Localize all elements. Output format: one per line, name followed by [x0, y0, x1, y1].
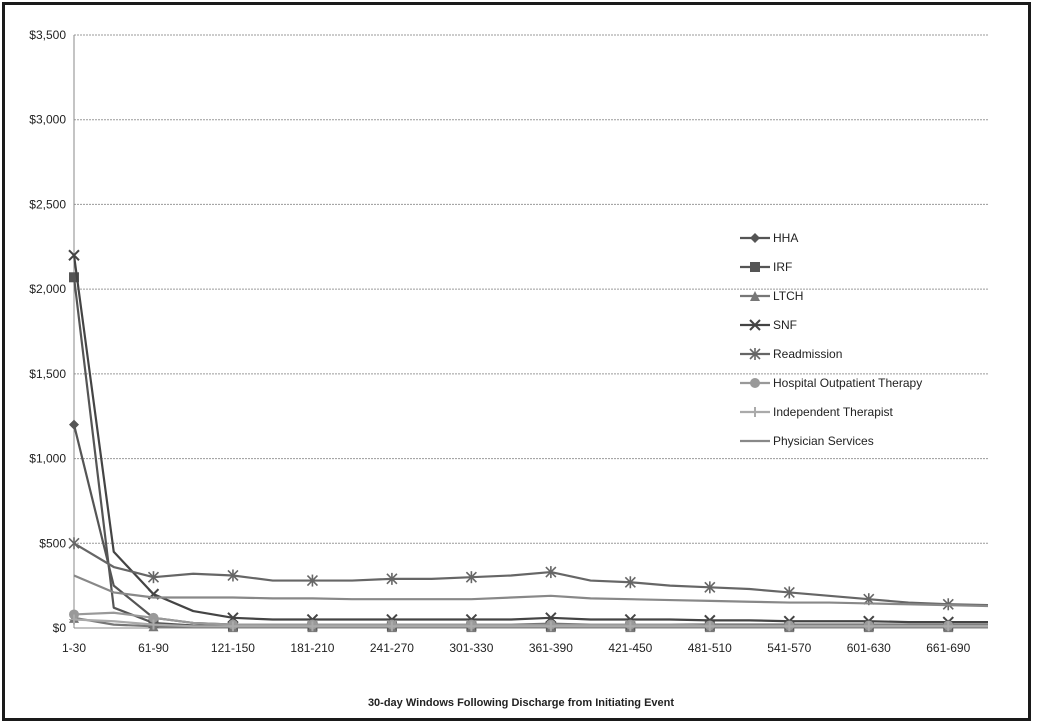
x-axis-title: 30-day Windows Following Discharge from … [368, 697, 674, 709]
legend-label: HHA [773, 231, 798, 245]
legend-marker [750, 262, 760, 272]
series-line [73, 542, 989, 607]
y-tick-label: $3,000 [29, 113, 66, 127]
x-tick-label: 421-450 [608, 641, 652, 655]
data-point [69, 609, 79, 620]
legend-item-snf: SNF [740, 318, 797, 332]
data-point [943, 621, 954, 632]
legend-label: IRF [773, 260, 792, 274]
data-point [69, 272, 79, 283]
legend-item-ltch: LTCH [740, 289, 803, 303]
series-irf [69, 272, 988, 632]
data-point [545, 621, 556, 632]
x-tick-label: 61-90 [138, 641, 169, 655]
data-point [147, 571, 160, 584]
series-lines [68, 249, 989, 633]
data-point [863, 621, 874, 632]
gridlines [74, 34, 988, 629]
y-tick-label: $2,500 [29, 197, 66, 211]
data-point [545, 566, 557, 579]
legend-marker [750, 291, 760, 301]
legend-marker [749, 319, 761, 331]
legend-item-hospital-outpatient-therapy: Hospital Outpatient Therapy [740, 376, 922, 390]
x-axis: 1-30 61-90 121-150 181-210 241-270 301-330 361… [62, 627, 988, 655]
data-point [69, 614, 79, 625]
series-line [73, 574, 989, 608]
legend-marker [750, 233, 760, 243]
y-tick-label: $1,000 [29, 452, 66, 466]
legend: HHA IRF LTCH SNF Readmission Hospital Outpati… [740, 231, 922, 448]
legend-label: LTCH [773, 289, 803, 303]
legend-label: SNF [773, 318, 797, 332]
data-point [307, 621, 318, 632]
data-point [624, 576, 636, 589]
y-tick-label: $2,000 [29, 282, 66, 296]
x-tick-label: 661-690 [926, 641, 970, 655]
data-point [704, 581, 716, 594]
data-point [227, 621, 238, 632]
x-tick-label: 1-30 [62, 641, 86, 655]
y-tick-label: $3,500 [29, 28, 66, 42]
series-physician-services [73, 574, 989, 608]
data-point [784, 621, 795, 632]
legend-marker [749, 348, 761, 360]
legend-label: Readmission [773, 347, 842, 361]
data-point [465, 571, 477, 584]
x-tick-label: 601-630 [847, 641, 891, 655]
legend-item-irf: IRF [740, 260, 792, 274]
x-tick-label: 181-210 [290, 641, 334, 655]
legend-item-physician-services: Physician Services [740, 434, 874, 448]
legend-item-readmission: Readmission [740, 347, 842, 361]
data-point [69, 419, 79, 430]
data-point [386, 572, 398, 585]
series-line [72, 255, 988, 624]
x-tick-label: 241-270 [370, 641, 414, 655]
y-tick-label: $0 [53, 621, 67, 635]
legend-item-hha: HHA [740, 231, 798, 245]
legend-item-independent-therapist: Independent Therapist [740, 405, 894, 419]
x-tick-label: 361-390 [529, 641, 573, 655]
series-line [72, 424, 988, 626]
series-line [73, 618, 988, 628]
data-point [68, 249, 80, 261]
x-tick-label: 481-510 [688, 641, 732, 655]
legend-marker [750, 407, 760, 417]
data-point [148, 619, 159, 630]
legend-label: Physician Services [773, 434, 874, 448]
data-point [306, 574, 319, 587]
data-point [68, 537, 80, 550]
data-point [704, 621, 715, 632]
data-point [148, 612, 159, 623]
data-point [386, 621, 397, 632]
x-tick-label: 541-570 [767, 641, 811, 655]
x-tick-label: 301-330 [449, 641, 493, 655]
data-point [466, 621, 477, 632]
data-point [625, 621, 636, 632]
data-point [783, 586, 795, 599]
x-tick-label: 121-150 [211, 641, 255, 655]
data-point [227, 569, 239, 582]
y-axis: $0 $500 $1,000 $1,500 $2,000 $2,500 $3,000 $3,5… [29, 28, 75, 635]
series-readmission [68, 537, 989, 611]
y-tick-label: $1,500 [29, 367, 66, 381]
legend-label: Independent Therapist [773, 405, 894, 419]
y-tick-label: $500 [39, 536, 66, 550]
legend-label: Hospital Outpatient Therapy [773, 376, 922, 390]
legend-marker [750, 378, 760, 388]
series-independent-therapist [69, 614, 988, 632]
